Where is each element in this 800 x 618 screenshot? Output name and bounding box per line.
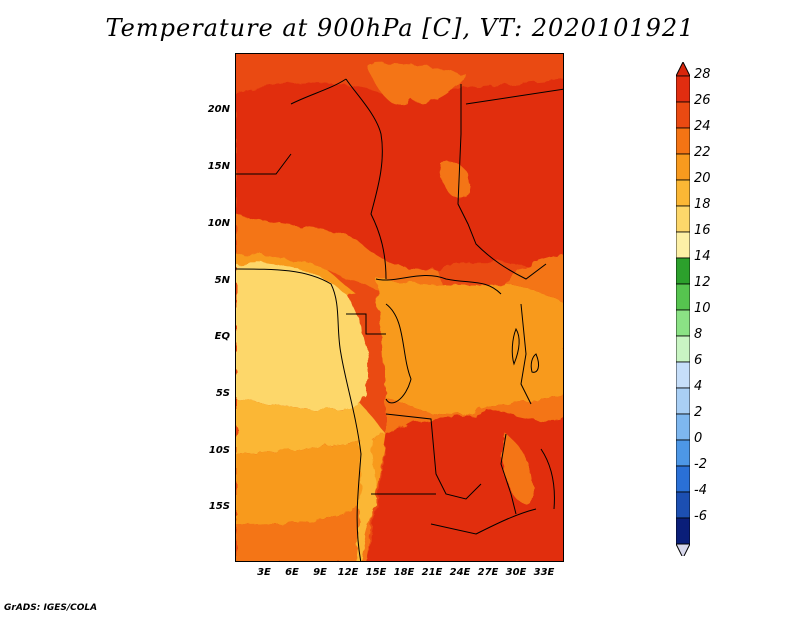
colorbar-tick-label: 24 (694, 119, 711, 134)
lon-label-18e: 18E (393, 567, 415, 578)
colorbar-segment (676, 361, 690, 389)
colorbar-tick-label: 0 (694, 431, 703, 446)
colorbar-segment (676, 335, 690, 363)
colorbar-segment (676, 179, 690, 207)
colorbar-segment (676, 283, 690, 311)
border-line (236, 78, 347, 175)
colorbar-tick-label: 22 (694, 145, 711, 160)
lat-label-15n: 15N (207, 161, 230, 172)
colorbar-tick-label: 2 (694, 405, 703, 420)
lat-label-5s: 5S (215, 388, 230, 399)
colorbar-tick-label: 18 (694, 197, 711, 212)
lon-label-33e: 33E (533, 567, 555, 578)
lon-label-6e: 6E (285, 567, 299, 578)
east-africa-band (506, 254, 563, 303)
border-line (500, 433, 517, 515)
angola-coast-band (236, 434, 386, 524)
south-hot-zone (366, 409, 563, 561)
colorbar-tick-label: 20 (694, 171, 711, 186)
lon-label-3e: 3E (257, 567, 271, 578)
atlantic-mid-band (236, 399, 386, 454)
colorbar-segment (676, 309, 690, 337)
atlantic-cool-zone (236, 262, 369, 410)
lon-label-9e: 9E (313, 567, 327, 578)
lon-label-24e: 24E (449, 567, 471, 578)
colorbar-tick-label: 28 (694, 67, 711, 82)
colorbar (676, 62, 690, 556)
temperature-field (236, 54, 563, 561)
north-hot-zone (236, 79, 563, 270)
lat-label-10s: 10S (208, 445, 230, 456)
lake-outline (511, 327, 520, 366)
southwest-band (236, 494, 376, 561)
colorbar-top-arrow (676, 62, 690, 77)
colorbar-segment (676, 491, 690, 519)
lake-region-band (501, 434, 533, 505)
lon-label-21e: 21E (421, 567, 443, 578)
lon-label-30e: 30E (505, 567, 527, 578)
colorbar-segment (676, 101, 690, 129)
lat-label-20n: 20N (207, 104, 230, 115)
lat-label-eq: EQ (214, 331, 230, 342)
colorbar-segment (676, 205, 690, 233)
coastline (236, 268, 362, 561)
border-line (375, 275, 502, 295)
south-mid-band (386, 394, 563, 434)
lon-label-12e: 12E (337, 567, 359, 578)
colorbar-tick-label: -4 (694, 483, 707, 498)
colorbar-bottom-arrow (676, 543, 690, 556)
namib-coastal-strip (354, 414, 376, 561)
border-line (371, 493, 537, 535)
temperature-map (235, 53, 564, 562)
border-line (457, 84, 547, 280)
border-line (346, 313, 386, 335)
colorbar-tick-label: -2 (694, 457, 707, 472)
colorbar-tick-label: -6 (694, 509, 707, 524)
border-line (520, 303, 532, 405)
footer-credit: GrADS: IGES/COLA (4, 603, 98, 613)
gulf-band-24 (236, 214, 446, 296)
lon-label-15e: 15E (365, 567, 387, 578)
colorbar-segment (676, 465, 690, 493)
border-line (540, 448, 555, 510)
colorbar-tick-label: 8 (694, 327, 703, 342)
border-line (465, 88, 563, 105)
colorbar-tick-label: 16 (694, 223, 711, 238)
border-line (345, 78, 387, 280)
lat-label-5n: 5N (214, 275, 230, 286)
colorbar-segment (676, 413, 690, 441)
colorbar-segment (676, 127, 690, 155)
colorbar-segment (676, 517, 690, 545)
chad-cool-patch (441, 163, 471, 198)
colorbar-segment (676, 257, 690, 285)
colorbar-segment (676, 75, 690, 103)
lat-label-15s: 15S (208, 501, 230, 512)
colorbar-tick-label: 6 (694, 353, 703, 368)
colorbar-segment (676, 387, 690, 415)
lat-label-10n: 10N (207, 218, 230, 229)
map-title: Temperature at 900hPa [C], VT: 202010192… (105, 14, 695, 42)
colorbar-tick-label: 26 (694, 93, 711, 108)
colorbar-segment (676, 153, 690, 181)
colorbar-segment (676, 231, 690, 259)
border-line (385, 303, 412, 404)
colorbar-segment (676, 439, 690, 467)
colorbar-tick-label: 14 (694, 249, 711, 264)
colorbar-tick-label: 10 (694, 301, 711, 316)
colorbar-tick-label: 12 (694, 275, 711, 290)
sahara-cool-patch (366, 62, 466, 105)
colorbar-tick-label: 4 (694, 379, 703, 394)
lon-label-27e: 27E (477, 567, 499, 578)
lake-outline (530, 353, 540, 373)
border-line (385, 413, 482, 500)
congo-basin-zone (376, 279, 563, 415)
